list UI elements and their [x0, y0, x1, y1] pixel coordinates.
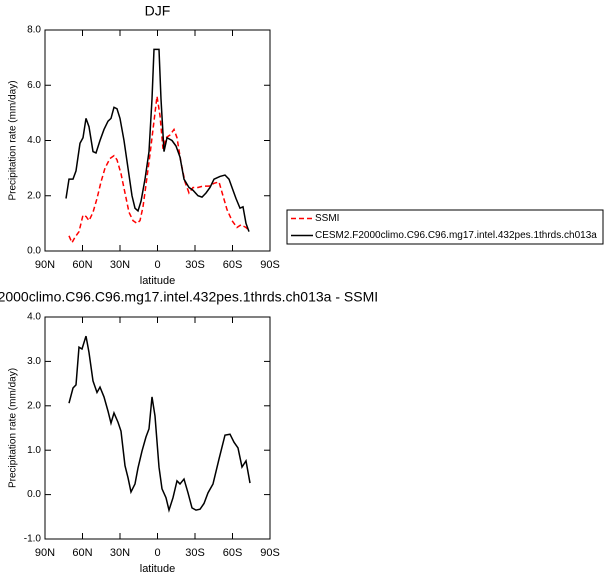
x-tick-label: 60S	[223, 259, 243, 271]
y-tick-label: 3.0	[27, 356, 41, 367]
x-axis-label: latitude	[140, 563, 175, 575]
chart-title: CESM2.F2000climo.C96.C96.mg17.intel.432p…	[0, 289, 378, 305]
y-tick-label: 4.0	[27, 312, 41, 323]
panel: CESM2.F2000climo.C96.C96.mg17.intel.432p…	[0, 289, 378, 575]
data-line	[68, 335, 251, 513]
x-tick-label: 60S	[223, 547, 243, 559]
y-tick-label: 0.0	[27, 246, 41, 257]
x-tick-label: 90N	[35, 259, 55, 271]
x-tick-label: 30N	[110, 547, 130, 559]
x-tick-label: 30S	[185, 547, 205, 559]
y-tick-label: 2.0	[27, 190, 41, 201]
plot-frame	[44, 316, 271, 540]
x-tick-label: 90S	[260, 547, 280, 559]
legend-box	[286, 209, 604, 245]
x-tick-label: 0	[154, 259, 160, 271]
data-line	[68, 96, 250, 245]
y-tick-label: -1.0	[24, 534, 42, 545]
chart-title: DJF	[145, 3, 171, 19]
x-tick-label: 30S	[185, 259, 205, 271]
y-axis-label: Precipitation rate (mm/day)	[8, 80, 19, 200]
y-tick-label: 1.0	[27, 445, 41, 456]
panel: DJF latitude Precipitation rate (mm/day) 90…	[8, 3, 604, 287]
y-tick-label: 2.0	[27, 400, 41, 411]
y-tick-label: 6.0	[27, 80, 41, 91]
y-tick-label: 4.0	[27, 135, 41, 146]
x-tick-label: 30N	[110, 259, 130, 271]
legend-label: CESM2.F2000climo.C96.C96.mg17.intel.432p…	[315, 230, 597, 241]
x-axis-label: latitude	[140, 275, 175, 287]
data-line	[65, 48, 250, 232]
y-tick-label: 0.0	[27, 489, 41, 500]
x-tick-label: 0	[154, 547, 160, 559]
x-tick-label: 60N	[72, 547, 92, 559]
x-tick-label: 60N	[72, 259, 92, 271]
legend-label: SSMI	[315, 213, 339, 224]
plot-frame	[44, 29, 271, 252]
x-tick-label: 90S	[260, 259, 280, 271]
y-axis-label: Precipitation rate (mm/day)	[8, 368, 19, 488]
y-tick-label: 8.0	[27, 25, 41, 36]
x-tick-label: 90N	[35, 547, 55, 559]
